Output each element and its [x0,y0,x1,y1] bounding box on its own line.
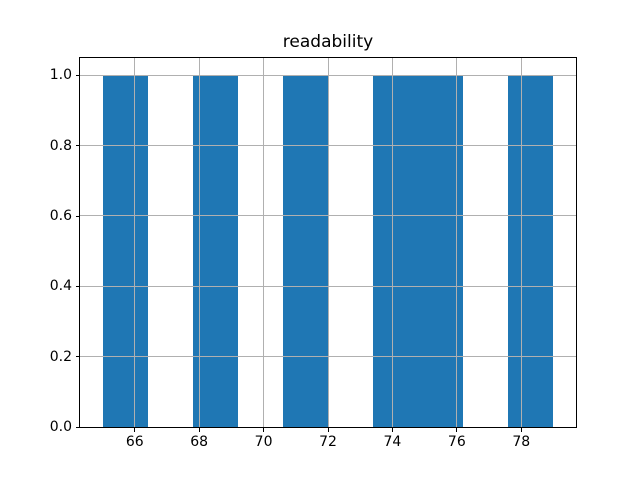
x-tick-mark [520,428,522,432]
x-tick-label: 66 [125,434,144,451]
x-tick-mark [198,428,200,432]
gridline-x [391,57,393,428]
gridline-x [263,57,265,428]
histogram-bar [373,75,419,428]
x-tick-mark [327,428,329,432]
y-tick-label: 1.0 [49,67,72,84]
histogram-bar [508,75,554,428]
gridline-y [80,285,576,287]
x-tick-label: 76 [447,434,466,451]
histogram-bar [282,75,328,428]
y-tick-label: 0.8 [49,137,72,154]
x-tick-label: 68 [190,434,209,451]
histogram-bar [418,75,464,428]
gridline-x [198,57,200,428]
gridline-y [80,74,576,76]
y-tick-label: 0.6 [49,208,72,224]
x-tick-label: 72 [319,434,337,451]
x-tick-mark [263,428,265,432]
y-tick-mark [75,145,79,147]
gridline-x [456,57,458,428]
plot-area [80,57,576,428]
gridline-x [327,57,329,428]
y-tick-mark [75,356,79,358]
y-tick-label: 0.4 [49,278,72,295]
y-tick-label: 0.2 [49,348,72,365]
x-tick-mark [134,428,136,432]
gridline-y [80,215,576,217]
gridline-y [80,145,576,147]
x-tick-label: 74 [383,434,402,451]
histogram-bar [102,75,148,428]
y-tick-mark [75,74,79,76]
y-tick-label: 0.0 [49,419,72,436]
histogram-bar [192,75,238,428]
y-tick-mark [75,215,79,217]
gridline-y [80,356,576,358]
chart-title: readability [282,32,374,52]
gridline-y [80,426,576,428]
x-tick-label: 70 [254,434,273,451]
x-tick-mark [391,428,393,432]
gridline-x [520,57,522,428]
y-tick-mark [75,426,79,428]
x-tick-label: 78 [512,434,531,451]
x-tick-mark [456,428,458,432]
gridline-x [134,57,136,428]
y-tick-mark [75,285,79,287]
